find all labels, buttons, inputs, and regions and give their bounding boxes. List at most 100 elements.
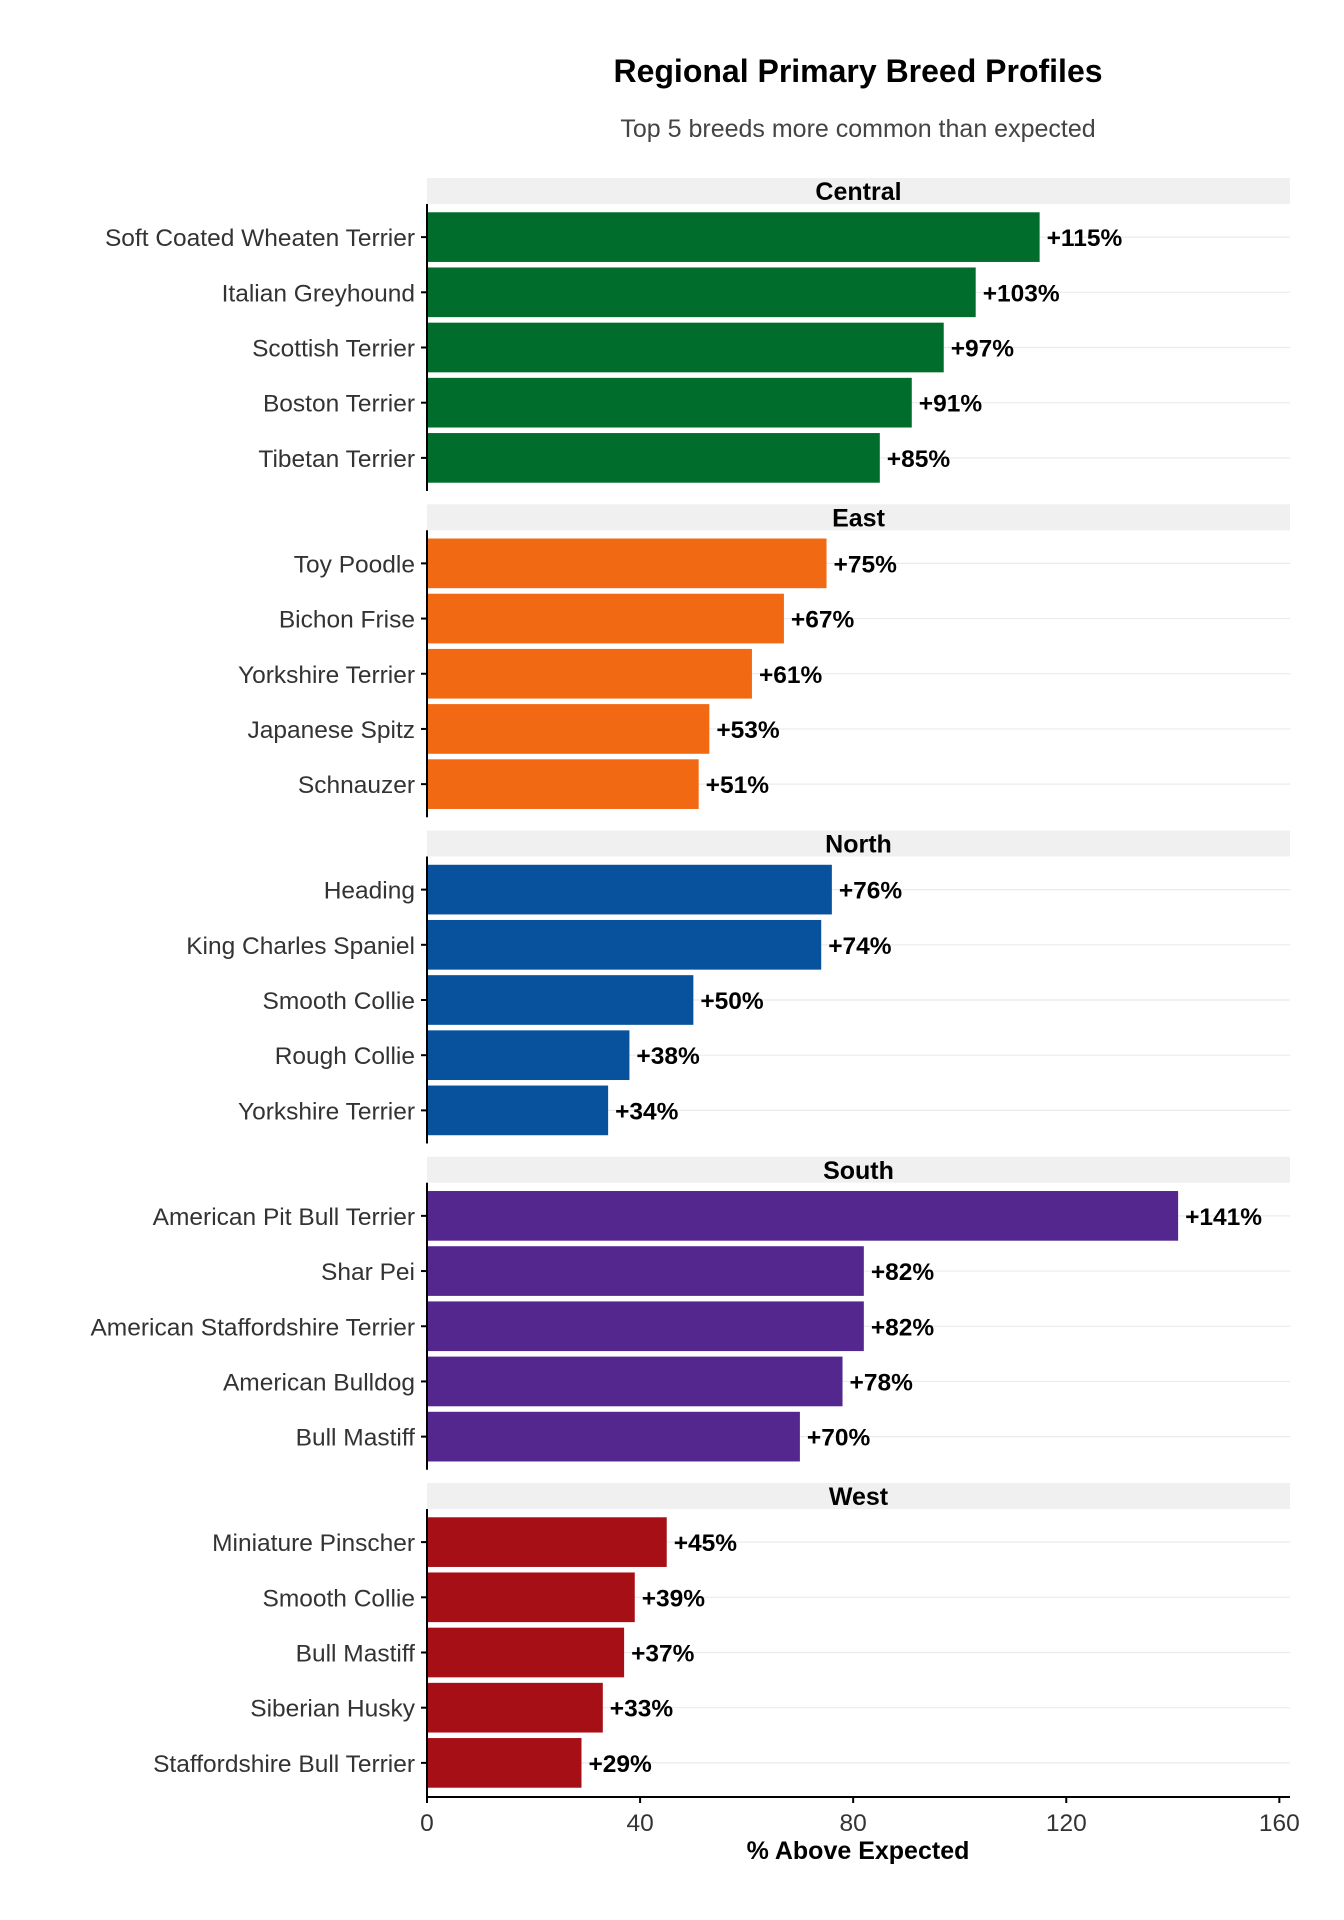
bar [427, 377, 912, 428]
y-tick-label: Italian Greyhound [222, 280, 415, 307]
bar-value-label: +67% [791, 607, 855, 634]
y-tick-label: Scottish Terrier [252, 336, 415, 363]
y-tick-label: American Staffordshire Terrier [90, 1314, 415, 1341]
bar-value-label: +34% [615, 1098, 679, 1125]
y-tick-label: Tibetan Terrier [258, 446, 415, 473]
y-tick-label: Smooth Collie [262, 1585, 415, 1612]
x-tick-label: 40 [626, 1810, 653, 1837]
bar-value-label: +74% [828, 933, 892, 960]
y-tick-label: American Pit Bull Terrier [153, 1204, 415, 1231]
bar [427, 1301, 864, 1352]
x-tick-label: 80 [840, 1810, 867, 1837]
y-tick-label: Shar Pei [321, 1259, 415, 1286]
y-tick-label: Bichon Frise [279, 607, 415, 634]
y-tick-label: Schnauzer [298, 772, 415, 799]
bar [427, 538, 827, 589]
bar-value-label: +61% [759, 662, 823, 689]
bar-value-label: +115% [1047, 225, 1123, 252]
facet-panel-central: Central +115% Soft Coated Wheaten Terrier +… [105, 178, 1290, 491]
bar-value-label: +82% [871, 1259, 935, 1286]
bar [427, 1246, 864, 1296]
facet-strip [427, 178, 1290, 204]
y-tick-label: Bull Mastiff [296, 1641, 416, 1668]
y-tick-label: Yorkshire Terrier [238, 1098, 415, 1125]
bar [427, 1572, 635, 1623]
bar [427, 648, 752, 699]
bar [427, 1191, 1179, 1241]
bar [427, 864, 832, 915]
bar-value-label: +51% [706, 772, 770, 799]
bar [427, 212, 1040, 262]
bar-value-label: +76% [839, 878, 903, 905]
y-tick-label: Heading [324, 878, 415, 905]
bar-value-label: +50% [700, 988, 764, 1015]
facet-strip [427, 504, 1290, 531]
facet-panel-north: North +76% Heading +74% King Charles Spaniel… [186, 830, 1290, 1144]
bar-value-label: +37% [631, 1641, 695, 1668]
bar-value-label: +75% [834, 551, 898, 578]
bar-value-label: +33% [610, 1696, 674, 1723]
bar-value-label: +39% [642, 1585, 706, 1612]
facet-panel-south: South +141% American Pit Bull Terrier +82% S… [90, 1156, 1290, 1470]
y-tick-label: Toy Poodle [294, 551, 415, 578]
chart-subtitle: Top 5 breeds more common than expected [620, 115, 1095, 143]
bar [427, 704, 710, 754]
bar [427, 1738, 582, 1788]
bar-value-label: +91% [919, 391, 983, 418]
y-tick-label: Miniature Pinscher [212, 1530, 415, 1557]
bar-value-label: +97% [951, 336, 1015, 363]
y-tick-label: Soft Coated Wheaten Terrier [105, 225, 415, 252]
y-tick-label: Japanese Spitz [247, 717, 415, 744]
facet-panels: Central +115% Soft Coated Wheaten Terrier +… [90, 178, 1290, 1796]
bar [427, 593, 784, 644]
y-tick-label: Staffordshire Bull Terrier [153, 1751, 415, 1778]
bar-value-label: +85% [887, 446, 951, 473]
x-tick-label: 120 [1046, 1810, 1087, 1837]
bar-value-label: +45% [674, 1530, 738, 1557]
y-tick-label: Smooth Collie [262, 988, 415, 1015]
bar [427, 1627, 625, 1678]
x-tick-label: 160 [1259, 1810, 1300, 1837]
bar [427, 1356, 843, 1407]
bar-value-label: +103% [983, 280, 1060, 307]
y-tick-label: Boston Terrier [263, 391, 415, 418]
x-axis: 0 40 80 120 160 [420, 1796, 1300, 1837]
facet-strip-label: North [825, 831, 892, 859]
facet-strip-label: South [823, 1157, 894, 1185]
facet-strip-label: Central [815, 178, 901, 206]
facet-panel-west: West +45% Miniature Pinscher +39% Smooth Col… [153, 1483, 1290, 1796]
y-tick-label: King Charles Spaniel [186, 933, 415, 960]
bar [427, 267, 976, 318]
bar-value-label: +29% [588, 1751, 652, 1778]
bar [427, 919, 822, 970]
y-tick-label: American Bulldog [223, 1369, 415, 1396]
bar [427, 1085, 609, 1136]
facet-panel-east: East +75% Toy Poodle +67% Bichon Frise +61% Yo… [238, 504, 1290, 818]
bar [427, 322, 944, 373]
bar [427, 1517, 667, 1567]
bar-value-label: +78% [850, 1369, 914, 1396]
bar [427, 1030, 630, 1081]
bar-value-label: +38% [636, 1043, 700, 1070]
y-tick-label: Bull Mastiff [296, 1425, 416, 1452]
x-tick-label: 0 [420, 1810, 434, 1837]
bar-value-label: +141% [1185, 1204, 1262, 1231]
facet-strip [427, 1156, 1290, 1183]
facet-strip-label: West [829, 1483, 889, 1511]
bar [427, 975, 694, 1025]
bar-value-label: +82% [871, 1314, 935, 1341]
chart-title: Regional Primary Breed Profiles [613, 53, 1102, 89]
facet-strip [427, 830, 1290, 857]
bar-value-label: +70% [807, 1425, 871, 1452]
x-axis-title: % Above Expected [747, 1837, 970, 1865]
facet-strip-label: East [832, 504, 885, 532]
bar [427, 1411, 800, 1462]
y-tick-label: Rough Collie [275, 1043, 415, 1070]
bar [427, 1682, 603, 1733]
y-tick-label: Yorkshire Terrier [238, 662, 415, 689]
bar [427, 759, 699, 809]
y-tick-label: Siberian Husky [250, 1696, 416, 1723]
bar-value-label: +53% [716, 717, 780, 744]
facet-strip [427, 1483, 1290, 1509]
